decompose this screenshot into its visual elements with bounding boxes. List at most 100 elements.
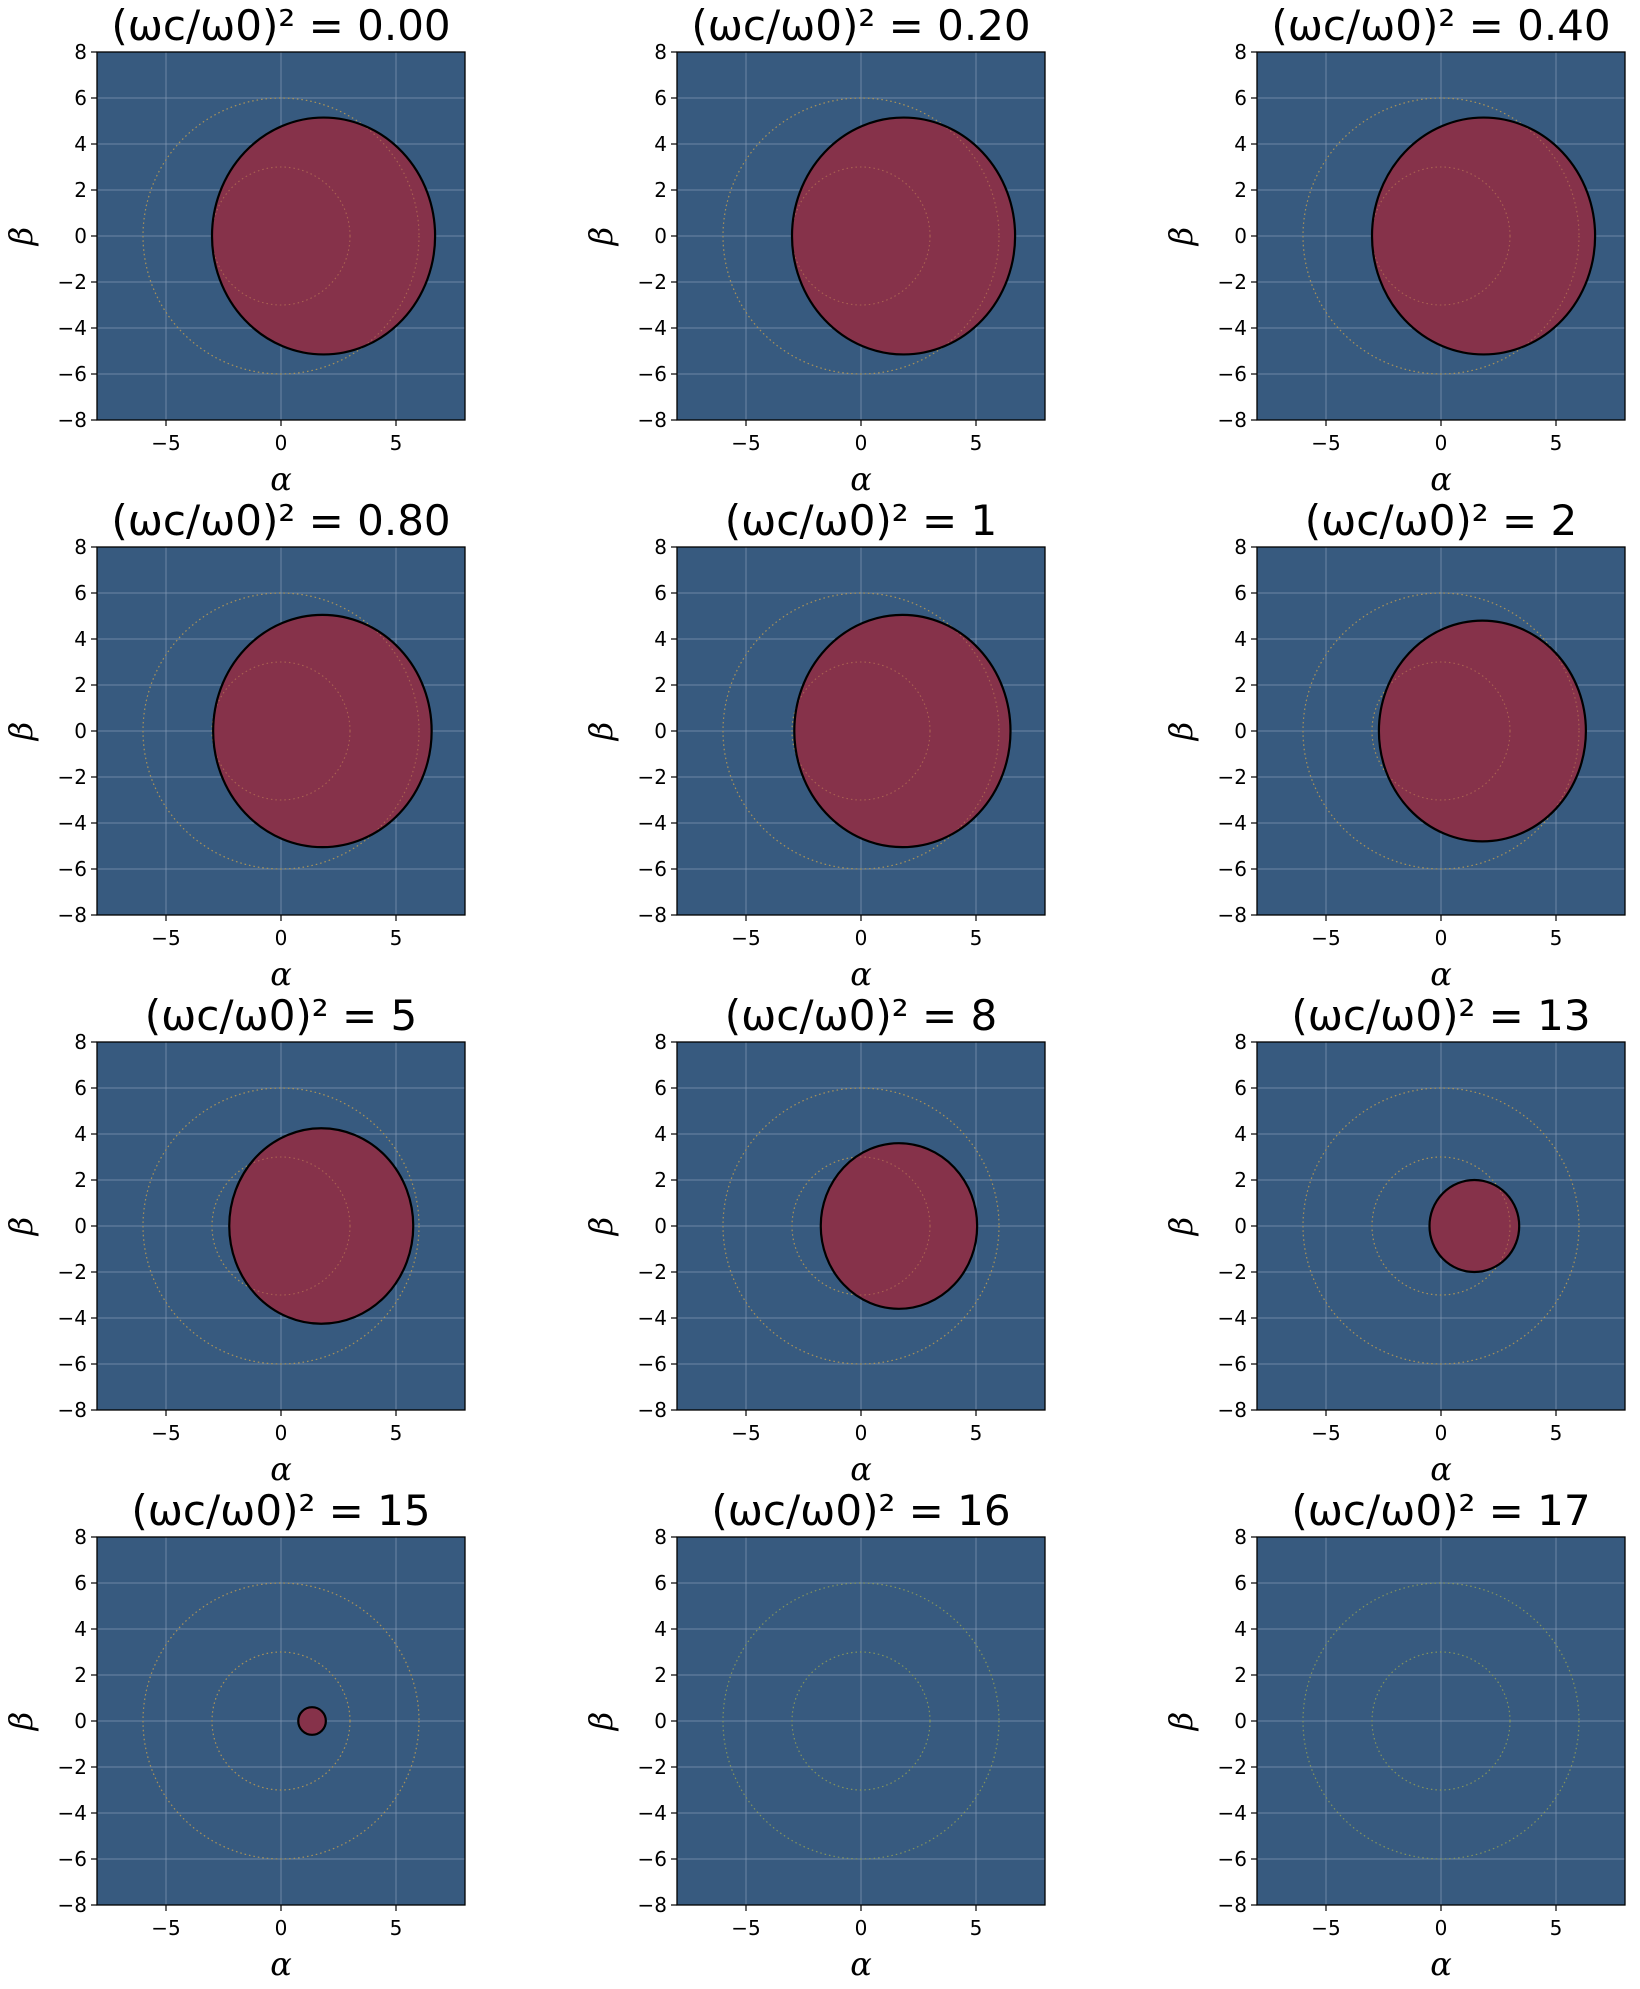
y-tick-label: −4 [638, 811, 667, 835]
x-tick-label: 5 [1550, 926, 1563, 950]
y-tick-label: 0 [654, 1709, 667, 1733]
y-tick-label: −8 [58, 1893, 87, 1917]
x-tick-label: −5 [151, 1421, 180, 1445]
y-tick-label: 6 [74, 581, 87, 605]
panel-title: (ωc/ω0)² = 1 [725, 496, 998, 545]
y-tick-label: −4 [1218, 1801, 1247, 1825]
x-axis-label: α [1430, 460, 1452, 498]
x-axis-label: α [1430, 1450, 1452, 1488]
y-tick-label: 4 [1234, 1617, 1247, 1641]
y-tick-label: 2 [654, 178, 667, 202]
x-tick-label: 5 [970, 1421, 983, 1445]
y-tick-label: −4 [638, 1306, 667, 1330]
y-tick-label: −2 [1218, 765, 1247, 789]
region-boundary [790, 116, 1017, 356]
x-axis-label: α [850, 1450, 872, 1488]
y-tick-label: 8 [1234, 1525, 1247, 1549]
x-tick-label: 5 [970, 1916, 983, 1940]
reference-circle-overlay [791, 661, 931, 801]
plot-content [97, 52, 465, 420]
panel-8: (ωc/ω0)² = 8 −5 0 5 −8 −6 −4 −2 0 2 4 6 8 α β [582, 991, 1046, 1488]
y-tick-label: −4 [58, 316, 87, 340]
region-boundary [228, 1127, 415, 1325]
y-tick-label: 4 [654, 1617, 667, 1641]
plot-content [1257, 1537, 1625, 1905]
y-tick-label: 6 [74, 1571, 87, 1595]
plot-content [1257, 547, 1625, 915]
y-tick-label: 6 [1234, 581, 1247, 605]
panel-title: (ωc/ω0)² = 8 [725, 991, 998, 1040]
plot-content [677, 1537, 1045, 1905]
y-tick-label: 4 [74, 627, 87, 651]
y-tick-label: 4 [1234, 132, 1247, 156]
y-tick-label: 2 [74, 1168, 87, 1192]
reference-circle-overlay [1302, 97, 1580, 375]
y-tick-label: 4 [74, 1617, 87, 1641]
y-axis-label: β [582, 227, 620, 247]
reference-circle-overlay [142, 1087, 420, 1365]
y-tick-label: −8 [58, 408, 87, 432]
panel-3: (ωc/ω0)² = 0.40 −5 0 5 −8 −6 −4 −2 0 2 4 6 8 α β [1162, 1, 1626, 498]
x-tick-label: −5 [731, 1421, 760, 1445]
panel-title: (ωc/ω0)² = 17 [1291, 1486, 1590, 1535]
y-tick-label: −8 [638, 408, 667, 432]
panel-4: (ωc/ω0)² = 0.80 −5 0 5 −8 −6 −4 −2 0 2 4 6 8 α β [2, 496, 466, 993]
y-tick-label: 2 [74, 673, 87, 697]
x-tick-label: 5 [390, 926, 403, 950]
y-tick-label: −2 [58, 270, 87, 294]
region-fill [229, 1128, 414, 1324]
y-tick-label: 6 [1234, 1076, 1247, 1100]
y-tick-label: 0 [1234, 1709, 1247, 1733]
y-tick-label: 8 [74, 1525, 87, 1549]
x-tick-label: 5 [970, 431, 983, 455]
y-axis-label: β [2, 722, 40, 742]
x-tick-label: 5 [1550, 1421, 1563, 1445]
x-axis-label: α [1430, 1945, 1452, 1983]
y-tick-label: 2 [654, 1663, 667, 1687]
x-tick-label: −5 [151, 1916, 180, 1940]
y-tick-label: 8 [654, 1030, 667, 1054]
y-tick-label: −6 [1218, 362, 1247, 386]
x-axis-label: α [270, 1945, 292, 1983]
x-axis-label: α [270, 460, 292, 498]
x-tick-label: 0 [275, 1421, 288, 1445]
panel-title: (ωc/ω0)² = 5 [145, 991, 418, 1040]
x-tick-label: 5 [390, 431, 403, 455]
region-fill [1372, 117, 1596, 355]
y-tick-label: −2 [638, 270, 667, 294]
panel-title: (ωc/ω0)² = 0.20 [691, 1, 1030, 50]
x-tick-label: −5 [1311, 1421, 1340, 1445]
plot-content [1257, 1042, 1625, 1410]
reference-circle-overlay [722, 592, 1000, 870]
x-axis-label: α [270, 955, 292, 993]
y-tick-label: 0 [654, 719, 667, 743]
y-tick-label: −4 [58, 811, 87, 835]
region-fill [213, 614, 432, 848]
x-tick-label: 0 [855, 1916, 868, 1940]
y-tick-label: 8 [74, 40, 87, 64]
plot-content [677, 52, 1045, 420]
y-tick-label: 2 [1234, 1168, 1247, 1192]
x-tick-label: −5 [1311, 1916, 1340, 1940]
y-tick-label: 0 [1234, 719, 1247, 743]
y-tick-label: 0 [74, 719, 87, 743]
region-fill [1429, 1180, 1520, 1272]
panel-title: (ωc/ω0)² = 0.40 [1271, 1, 1610, 50]
y-axis-label: β [2, 1217, 40, 1237]
panel-10: (ωc/ω0)² = 15 −5 0 5 −8 −6 −4 −2 0 2 4 6 8 α β [2, 1486, 466, 1983]
y-tick-label: −6 [58, 1847, 87, 1871]
y-tick-label: 2 [654, 673, 667, 697]
region-fill [820, 1143, 978, 1309]
x-tick-label: 0 [855, 1421, 868, 1445]
region-boundary [212, 613, 433, 849]
plot-content [97, 1042, 465, 1410]
region-boundary [819, 1142, 979, 1310]
y-tick-label: 8 [1234, 1030, 1247, 1054]
region-fill [794, 614, 1011, 848]
y-tick-label: 0 [1234, 224, 1247, 248]
y-tick-label: −2 [1218, 270, 1247, 294]
panel-9: (ωc/ω0)² = 13 −5 0 5 −8 −6 −4 −2 0 2 4 6 8 α β [1162, 991, 1626, 1488]
y-axis-label: β [582, 1712, 620, 1732]
panel-title: (ωc/ω0)² = 0.80 [111, 496, 450, 545]
